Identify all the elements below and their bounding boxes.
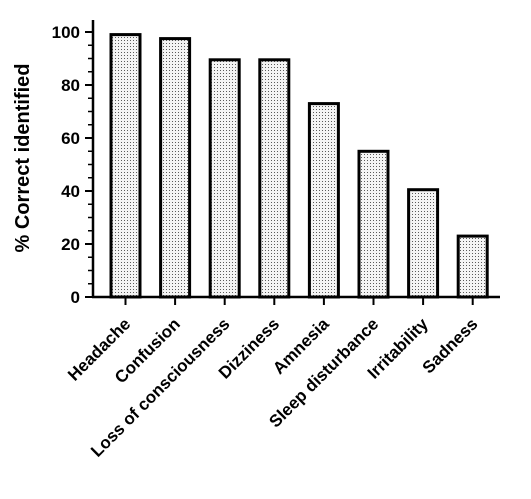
y-tick-label: 60 xyxy=(61,129,80,148)
y-tick-label: 0 xyxy=(71,288,80,307)
y-tick-label: 40 xyxy=(61,182,80,201)
x-tick-label: Sadness xyxy=(419,314,482,377)
bar-irritability xyxy=(407,188,440,299)
axes-group xyxy=(85,20,500,305)
y-tick-label: 20 xyxy=(61,235,80,254)
y-axis-title: % Correct identified xyxy=(12,64,34,253)
bar-headache xyxy=(109,33,142,299)
bar-confusion xyxy=(159,37,192,299)
bar-sleep-disturbance xyxy=(357,149,390,299)
bar-dizziness xyxy=(258,58,291,299)
bar-sadness xyxy=(456,234,489,299)
bar-loss-of-consciousness xyxy=(208,58,241,299)
bar-amnesia xyxy=(307,102,340,299)
y-tick-label: 100 xyxy=(52,23,80,42)
bars-group xyxy=(109,33,489,299)
y-tick-label: 80 xyxy=(61,76,80,95)
